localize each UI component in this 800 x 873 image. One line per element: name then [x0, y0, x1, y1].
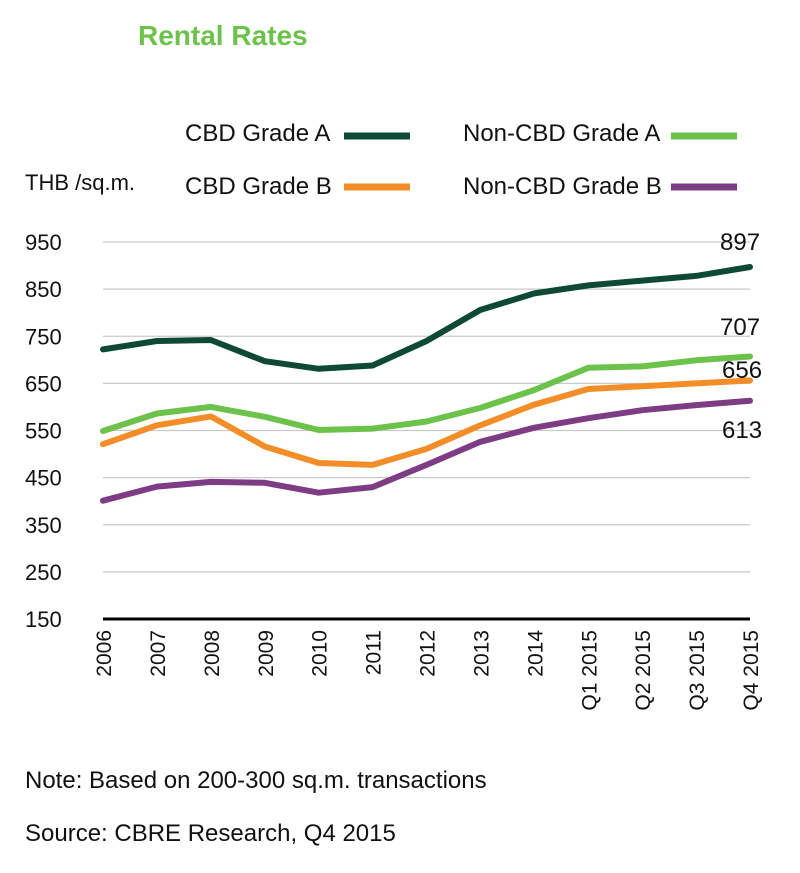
data-label-cbd-grade-b-q4-2015: 656 — [722, 357, 762, 384]
plot-area: 950 850 750 650 550 450 350 250 150 2006 2007 2008 2… — [25, 230, 763, 711]
x-tick-label: 2006 — [93, 630, 116, 677]
y-tick-label: 950 — [25, 230, 62, 255]
legend-item-cbd-grade-b: CBD Grade B — [185, 173, 410, 200]
y-tick-label: 150 — [25, 607, 62, 632]
x-tick-label: 2013 — [470, 630, 493, 677]
y-tick-label: 450 — [25, 466, 62, 491]
legend-label-cbd-grade-a: CBD Grade A — [185, 120, 330, 147]
x-tick-label: 2014 — [524, 630, 547, 677]
data-label-cbd-grade-a-q4-2015: 897 — [720, 229, 760, 256]
x-tick-label: 2012 — [417, 630, 440, 677]
legend-item-non-cbd-grade-a: Non-CBD Grade A — [463, 120, 737, 147]
legend: CBD Grade A Non-CBD Grade A CBD Grade B … — [185, 120, 737, 200]
legend-label-non-cbd-grade-b: Non-CBD Grade B — [463, 173, 662, 200]
x-tick-label: 2011 — [363, 630, 386, 675]
x-tick-label: Q2 2015 — [632, 630, 655, 711]
y-tick-label: 250 — [25, 560, 62, 585]
y-axis-unit-label: THB /sq.m. — [25, 170, 135, 195]
y-tick-label: 350 — [25, 513, 62, 538]
legend-item-non-cbd-grade-b: Non-CBD Grade B — [463, 173, 737, 200]
series-line-non-cbd-grade-a — [100, 353, 753, 434]
legend-label-cbd-grade-b: CBD Grade B — [185, 173, 332, 200]
value-labels: 897 707 656 613 — [720, 229, 762, 444]
source-text: Source: CBRE Research, Q4 2015 — [25, 820, 396, 847]
legend-item-cbd-grade-a: CBD Grade A — [185, 120, 410, 147]
x-tick-label: Q3 2015 — [686, 630, 709, 711]
series-line-cbd-grade-b — [100, 377, 753, 468]
data-label-non-cbd-grade-a-q4-2015: 707 — [720, 314, 760, 341]
x-tick-label: 2010 — [309, 630, 332, 677]
y-tick-label: 550 — [25, 419, 62, 444]
x-tick-label: 2007 — [147, 630, 170, 677]
x-tick-label: 2008 — [201, 630, 224, 677]
y-tick-label: 650 — [25, 371, 62, 396]
y-tick-label: 850 — [25, 277, 62, 302]
series-line-cbd-grade-a — [100, 264, 753, 372]
y-tick-label: 750 — [25, 324, 62, 349]
legend-label-non-cbd-grade-a: Non-CBD Grade A — [463, 120, 660, 147]
x-tick-label: Q4 2015 — [740, 630, 763, 711]
data-label-non-cbd-grade-b-q4-2015: 613 — [722, 417, 762, 444]
note-text: Note: Based on 200-300 sq.m. transaction… — [25, 767, 487, 794]
x-tick-label: Q1 2015 — [578, 630, 601, 711]
chart-title: Rental Rates — [138, 20, 308, 51]
x-tick-label: 2009 — [255, 630, 278, 677]
